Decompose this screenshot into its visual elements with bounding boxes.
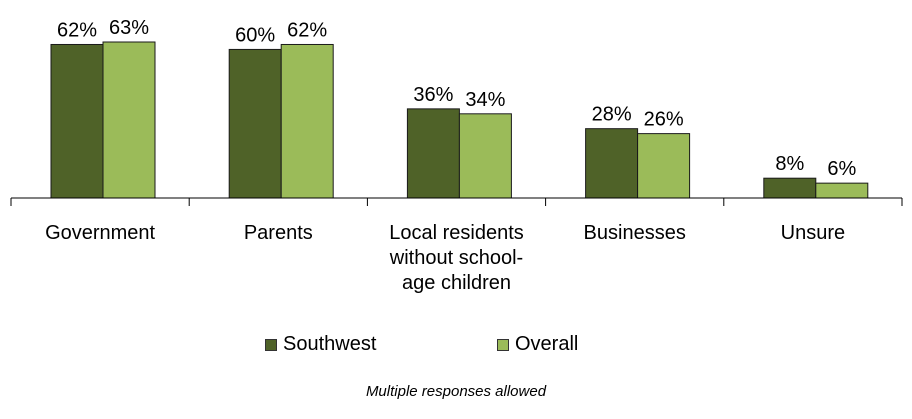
bar-southwest-3: [585, 128, 639, 199]
x-tick-label-1-0: Parents: [244, 222, 313, 244]
x-tick-label-2-0: Local residents: [389, 222, 524, 244]
data-label-overall-1: 62%: [287, 19, 327, 41]
bar-chart: 62% 60% 36% 28% 8% 63% 62% 34% 26% 6% Government Pa…: [10, 17, 903, 294]
legend-item-overall: Overall: [497, 333, 578, 356]
data-label-overall-3: 26%: [644, 109, 684, 131]
footnote: Multiple responses allowed: [365, 383, 547, 400]
bar-overall-4: [815, 182, 869, 199]
data-label-southwest-3: 28%: [592, 104, 632, 126]
data-label-southwest-2: 36%: [413, 84, 453, 106]
x-tick-label-0-0: Government: [45, 222, 155, 244]
bar-southwest-2: [406, 108, 460, 199]
legend-swatch-southwest: [265, 338, 277, 351]
data-label-overall-4: 6%: [827, 158, 856, 180]
data-label-overall-2: 34%: [465, 89, 505, 111]
legend-label-southwest: Southwest: [283, 333, 377, 355]
bar-overall-2: [458, 113, 512, 199]
x-tick-label-3-0: Businesses: [584, 222, 686, 244]
bar-overall-0: [102, 41, 156, 199]
data-label-southwest-1: 60%: [235, 24, 275, 46]
bar-overall-1: [280, 43, 334, 199]
x-tick-label-2-2: age children: [402, 272, 511, 294]
legend-label-overall: Overall: [515, 333, 579, 355]
legend-item-southwest: Southwest: [265, 333, 376, 356]
bar-southwest-0: [50, 43, 104, 199]
bar-overall-3: [637, 133, 691, 199]
data-label-overall-0: 63%: [109, 17, 149, 39]
legend: Southwest Overall: [0, 333, 912, 361]
x-tick-label-4-0: Unsure: [781, 222, 845, 244]
data-label-southwest-0: 62%: [57, 19, 97, 41]
x-tick-label-2-1: without school-: [389, 247, 523, 269]
bar-southwest-1: [228, 48, 282, 199]
data-label-southwest-4: 8%: [775, 153, 804, 175]
bar-southwest-4: [763, 177, 817, 199]
legend-swatch-overall: [497, 338, 509, 351]
